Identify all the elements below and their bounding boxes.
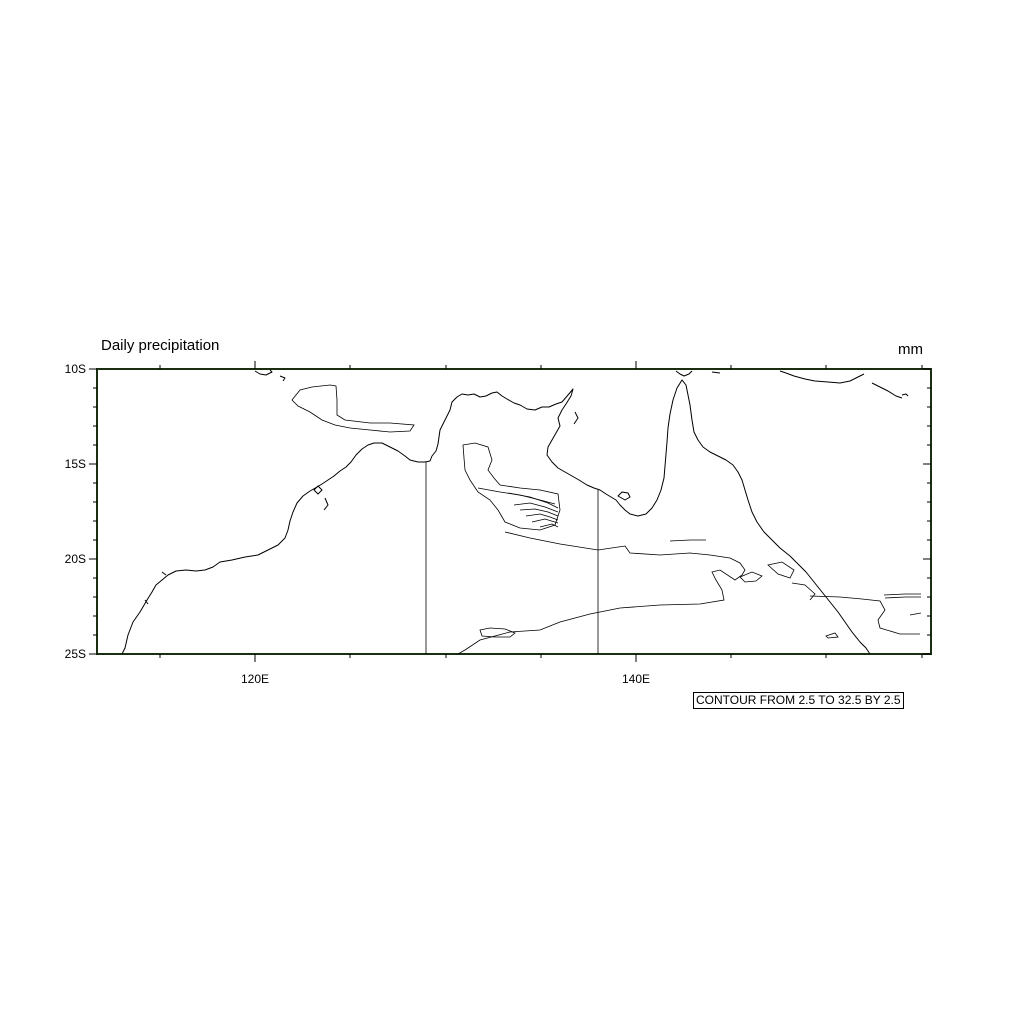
- plot-title: Daily precipitation: [101, 337, 220, 354]
- contour-line: [479, 627, 516, 638]
- coastline-islands-west: [144, 485, 329, 605]
- contour-line: [825, 632, 839, 639]
- lat-label-20s: 20S: [64, 552, 86, 566]
- contour-line: [767, 561, 795, 579]
- contour-line: [462, 442, 561, 531]
- coastline: [121, 369, 909, 655]
- contour-line: [883, 593, 921, 596]
- contour-info-box: CONTOUR FROM 2.5 TO 32.5 BY 2.5: [693, 692, 904, 709]
- lon-label-140e: 140E: [621, 672, 651, 686]
- contour-line: [791, 582, 816, 601]
- coastline-gulf-islands: [573, 411, 631, 501]
- coastline-mainland: [121, 379, 871, 655]
- contour-line: [519, 508, 559, 517]
- lat-label-10s: 10S: [64, 362, 86, 376]
- contour-line: [809, 595, 920, 635]
- contour-line: [909, 612, 922, 616]
- coastline-islands-north: [254, 369, 909, 399]
- contour-line: [669, 539, 706, 542]
- plot-frame: [96, 368, 932, 655]
- lat-label-15s: 15S: [64, 457, 86, 471]
- lon-label-120e: 120E: [240, 672, 270, 686]
- tick-marks: [89, 361, 931, 662]
- contour-line: [539, 523, 559, 528]
- units-label: mm: [898, 341, 923, 358]
- contour-line: [291, 384, 415, 433]
- contour-line: [739, 571, 763, 583]
- contour-line: [531, 518, 559, 524]
- contour-line: [507, 492, 559, 509]
- contour-line: [884, 596, 921, 599]
- contour-line: [513, 502, 559, 513]
- precip-contours: [291, 384, 922, 655]
- contour-line: [457, 531, 746, 655]
- contour-line: [525, 513, 559, 521]
- lat-label-25s: 25S: [64, 647, 86, 661]
